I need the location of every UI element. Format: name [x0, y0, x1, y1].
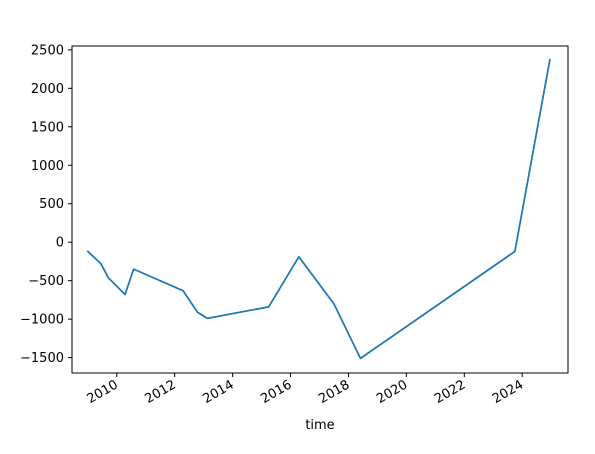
- y-tick-label: 1500: [31, 120, 64, 135]
- x-axis-label: time: [305, 418, 334, 433]
- y-tick-label: 0: [56, 236, 64, 251]
- x-tick-label: 2020: [374, 377, 410, 407]
- y-tick-label: 2000: [31, 82, 64, 97]
- x-tick-label: 2018: [316, 377, 352, 407]
- x-tick-label: 2012: [143, 377, 179, 407]
- x-tick-label: 2010: [85, 377, 121, 407]
- ticks-layer: −1500 −1000 −500 0 500 1000 1500 2000 2500 2010 20…: [20, 43, 526, 407]
- y-tick-label: −1500: [20, 351, 64, 366]
- series-layer: [86, 58, 551, 360]
- x-tick-label: 2016: [258, 377, 294, 407]
- y-tick-label: −500: [28, 274, 64, 289]
- x-tick-label: 2022: [432, 377, 468, 407]
- y-tick-label: 500: [39, 197, 64, 212]
- x-tick-label: 2024: [490, 377, 526, 407]
- y-tick-label: 1000: [31, 159, 64, 174]
- x-tick-label: 2014: [200, 377, 236, 407]
- y-tick-label: −1000: [20, 313, 64, 328]
- plot-frame: [71, 45, 569, 374]
- series-line: [86, 58, 551, 360]
- y-tick-label: 2500: [31, 43, 64, 58]
